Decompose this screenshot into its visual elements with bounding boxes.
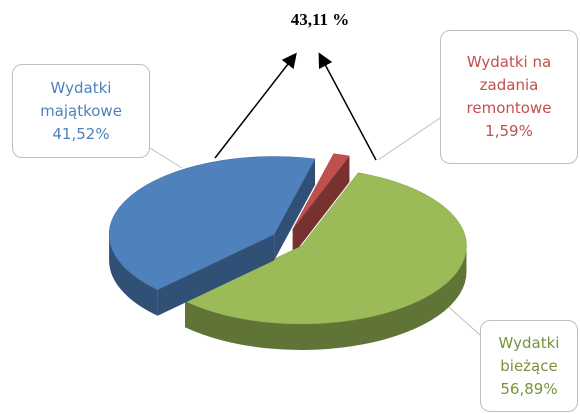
category-label: Wydatki bieżące — [498, 333, 560, 375]
callout-pointer — [149, 147, 183, 169]
slice-side — [274, 158, 316, 261]
callout: Wydatki majątkowe 41,52% — [12, 64, 150, 158]
pie-slice — [108, 156, 316, 290]
slice-side — [157, 234, 275, 316]
callout: Wydatki bieżące 56,89% — [480, 320, 578, 412]
callout-pointer — [377, 117, 441, 161]
value-label: 56,89% — [500, 379, 558, 398]
value-label: 41,52% — [52, 124, 110, 143]
callout: Wydatki na zadania remontowe 1,59% — [440, 30, 578, 164]
value-label: 1,59% — [485, 122, 533, 140]
annotation: 43,11 % — [290, 10, 350, 29]
pie-slice — [292, 153, 350, 230]
slice-side — [292, 156, 350, 256]
pie-slice — [184, 172, 467, 325]
arrow — [214, 52, 297, 159]
category-label: Wydatki na zadania remontowe — [466, 53, 552, 117]
arrow — [318, 52, 377, 161]
slice-side — [109, 234, 158, 316]
category-label: Wydatki majątkowe — [40, 78, 122, 120]
slice-side — [185, 246, 467, 351]
